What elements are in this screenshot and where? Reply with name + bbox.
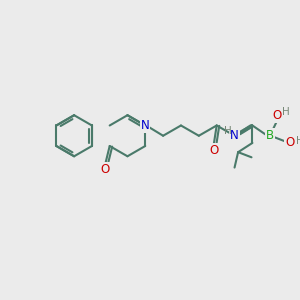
Text: B: B bbox=[266, 129, 274, 142]
Text: N: N bbox=[230, 129, 239, 142]
Text: O: O bbox=[209, 144, 218, 157]
Text: H: H bbox=[296, 136, 300, 146]
Text: O: O bbox=[285, 136, 294, 148]
Text: H: H bbox=[224, 126, 231, 136]
Text: O: O bbox=[273, 109, 282, 122]
Text: H: H bbox=[282, 107, 290, 117]
Text: N: N bbox=[141, 119, 150, 132]
Text: O: O bbox=[101, 163, 110, 176]
